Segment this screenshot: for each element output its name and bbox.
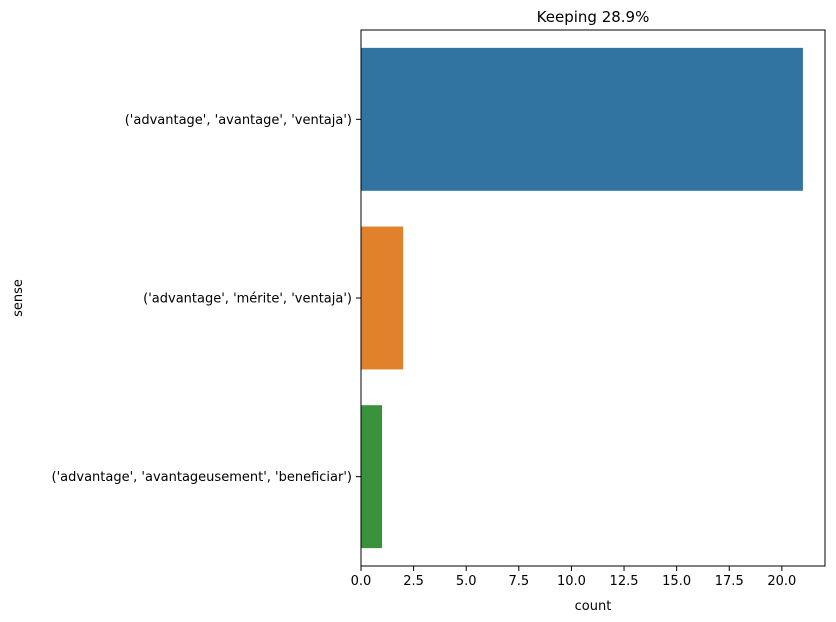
y-tick-label: ('advantage', 'avantageusement', 'benefi… xyxy=(52,470,352,485)
plot-frame xyxy=(360,29,826,567)
bar-3 xyxy=(361,405,383,549)
x-tick-label: 5.0 xyxy=(456,574,477,589)
x-axis-ticks: 0.0 2.5 5.0 7.5 10.0 12.5 15.0 17.5 20.0 xyxy=(351,566,796,589)
bar-2 xyxy=(361,226,404,370)
y-tick-label: ('advantage', 'mérite', 'ventaja') xyxy=(143,292,352,307)
x-axis-label: count xyxy=(575,599,612,614)
bars-group xyxy=(361,47,803,549)
x-tick-label: 10.0 xyxy=(557,574,586,589)
y-tick-label: ('advantage', 'avantage', 'ventaja') xyxy=(125,113,352,128)
y-axis-label: sense xyxy=(11,279,26,317)
x-tick-label: 20.0 xyxy=(767,574,796,589)
x-tick-label: 12.5 xyxy=(610,574,639,589)
y-axis-ticks: ('advantage', 'avantage', 'ventaja') ('ad… xyxy=(52,113,361,485)
x-tick-label: 15.0 xyxy=(662,574,691,589)
chart-title: Keeping 28.9% xyxy=(537,8,650,26)
x-tick-label: 17.5 xyxy=(715,574,744,589)
x-tick-label: 0.0 xyxy=(351,574,372,589)
x-tick-label: 2.5 xyxy=(403,574,424,589)
x-tick-label: 7.5 xyxy=(508,574,529,589)
bar-1 xyxy=(361,47,803,191)
